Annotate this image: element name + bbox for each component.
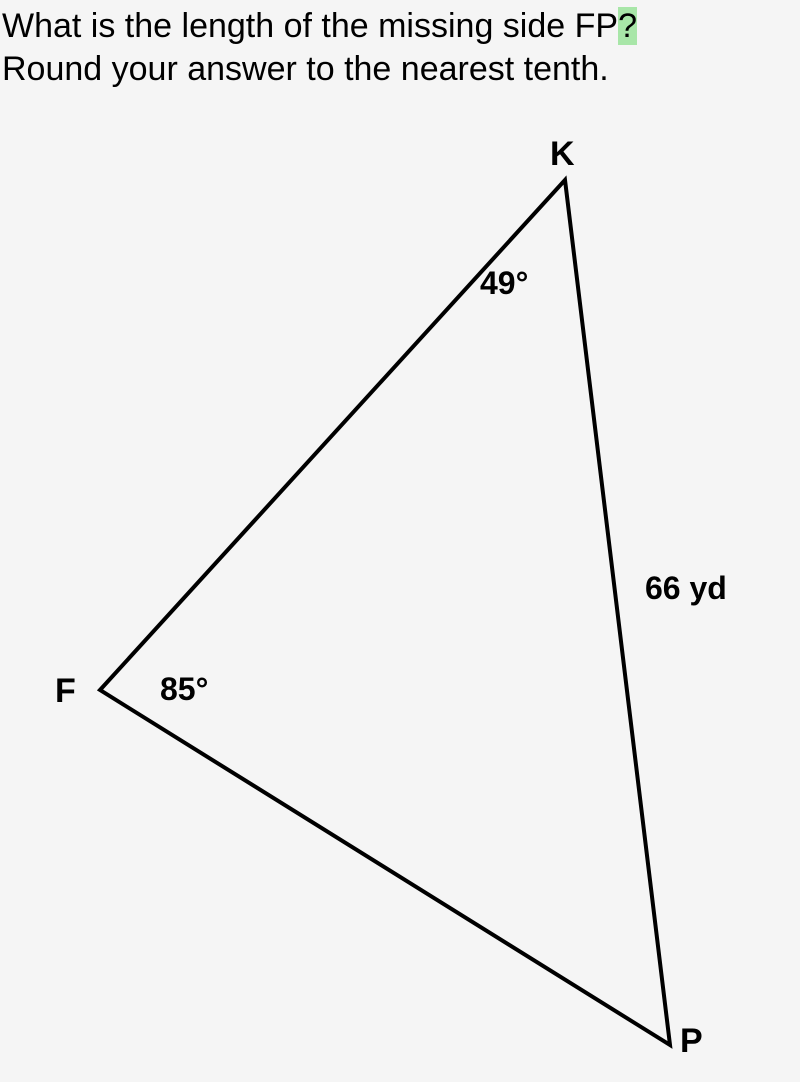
question-line1: What is the length of the missing side F… (2, 7, 618, 45)
angle-f-label: 85° (160, 671, 208, 708)
side-kp-label: 66 yd (645, 570, 727, 607)
triangle-diagram: K F P 49° 85° 66 yd (0, 130, 800, 1080)
angle-k-label: 49° (480, 265, 528, 302)
vertex-p-label: P (680, 1022, 703, 1061)
vertex-k-label: K (550, 135, 575, 174)
question-text: What is the length of the missing side F… (2, 5, 637, 90)
vertex-f-label: F (55, 672, 76, 711)
question-line2: Round your answer to the nearest tenth. (2, 50, 609, 88)
triangle-shape (100, 180, 670, 1045)
question-highlight: ? (618, 7, 637, 45)
